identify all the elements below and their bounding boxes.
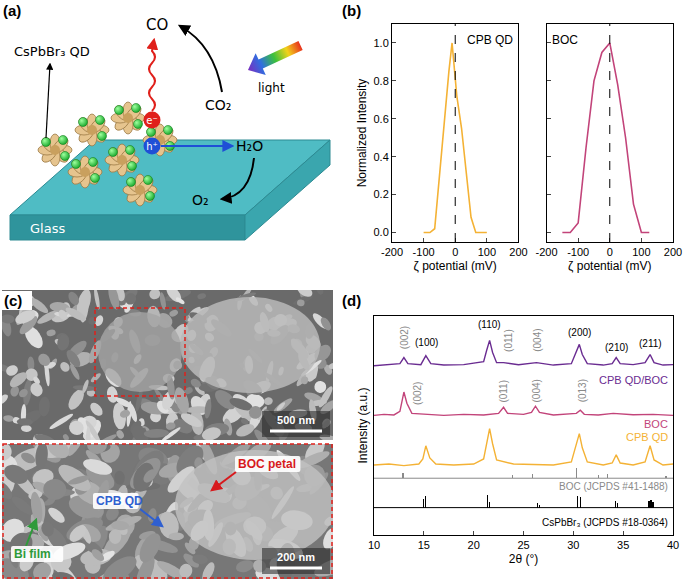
svg-text:(a): (a) — [3, 2, 21, 19]
svg-text:200 nm: 200 nm — [277, 551, 315, 563]
svg-text:CO: CO — [146, 16, 168, 34]
svg-text:100: 100 — [478, 246, 496, 258]
svg-text:(110): (110) — [478, 319, 501, 330]
svg-text:0: 0 — [452, 246, 458, 258]
svg-text:(011): (011) — [498, 380, 509, 403]
svg-text:500 nm: 500 nm — [277, 414, 315, 426]
svg-text:(004): (004) — [531, 379, 542, 402]
svg-text:Bi film: Bi film — [14, 547, 51, 561]
svg-text:15: 15 — [418, 539, 430, 551]
svg-text:e⁻: e⁻ — [146, 115, 157, 126]
svg-text:CsPbBr₃ QD: CsPbBr₃ QD — [14, 44, 90, 59]
svg-text:CPB QD/BOC: CPB QD/BOC — [599, 374, 668, 386]
svg-text:BOC (JCPDS #41-1488): BOC (JCPDS #41-1488) — [559, 481, 668, 492]
svg-text:40: 40 — [667, 539, 679, 551]
svg-text:(c): (c) — [4, 292, 22, 309]
svg-text:Normalized Intensity: Normalized Intensity — [355, 79, 369, 188]
svg-text:-200: -200 — [536, 246, 558, 258]
svg-text:(011): (011) — [503, 329, 514, 352]
svg-text:BOC: BOC — [644, 418, 668, 430]
svg-text:0.6: 0.6 — [374, 113, 389, 125]
svg-text:2θ (°): 2θ (°) — [509, 552, 538, 566]
svg-text:CPB QD: CPB QD — [626, 431, 668, 443]
svg-text:Glass: Glass — [30, 221, 65, 236]
svg-text:O₂: O₂ — [192, 192, 209, 208]
svg-text:ζ potential (mV): ζ potential (mV) — [414, 259, 497, 273]
svg-text:(200): (200) — [568, 327, 591, 338]
svg-text:CsPbBr₃ (JCPDS #18-0364): CsPbBr₃ (JCPDS #18-0364) — [542, 517, 668, 528]
svg-text:(013): (013) — [577, 379, 588, 402]
svg-text:H₂O: H₂O — [236, 138, 263, 154]
svg-text:(100): (100) — [415, 337, 438, 348]
svg-text:30: 30 — [567, 539, 579, 551]
svg-text:25: 25 — [517, 539, 529, 551]
html-text:(d): (d) — [342, 292, 362, 309]
svg-text:ζ potential (mV): ζ potential (mV) — [568, 259, 651, 273]
svg-text:0.4: 0.4 — [374, 151, 389, 163]
svg-text:0.8: 0.8 — [374, 75, 389, 87]
svg-text:Intensity (a.u.): Intensity (a.u.) — [356, 387, 370, 463]
svg-text:20: 20 — [468, 539, 480, 551]
svg-text:-200: -200 — [381, 246, 403, 258]
svg-text:-100: -100 — [413, 246, 435, 258]
svg-text:200: 200 — [664, 246, 682, 258]
svg-text:(002): (002) — [399, 326, 410, 349]
svg-text:35: 35 — [617, 539, 629, 551]
svg-text:BOC: BOC — [552, 33, 578, 47]
svg-text:light: light — [258, 81, 285, 95]
svg-text:(002): (002) — [412, 382, 423, 405]
html-text:(b): (b) — [342, 2, 362, 19]
svg-text:(211): (211) — [639, 338, 662, 349]
svg-text:0.0: 0.0 — [374, 226, 389, 238]
svg-text:100: 100 — [632, 246, 650, 258]
svg-text:-100: -100 — [567, 246, 589, 258]
svg-text:CPB QD: CPB QD — [467, 33, 513, 47]
svg-text:0: 0 — [607, 246, 613, 258]
svg-text:CO₂: CO₂ — [205, 97, 231, 113]
svg-text:1.0: 1.0 — [374, 37, 389, 49]
svg-text:BOC petal: BOC petal — [238, 457, 296, 471]
svg-text:10: 10 — [368, 539, 380, 551]
svg-text:(004): (004) — [532, 328, 543, 351]
svg-text:CPB QD: CPB QD — [96, 494, 143, 508]
svg-text:200: 200 — [509, 246, 527, 258]
svg-text:0.2: 0.2 — [374, 188, 389, 200]
svg-text:(210): (210) — [605, 342, 628, 353]
svg-text:h⁺: h⁺ — [146, 141, 158, 152]
